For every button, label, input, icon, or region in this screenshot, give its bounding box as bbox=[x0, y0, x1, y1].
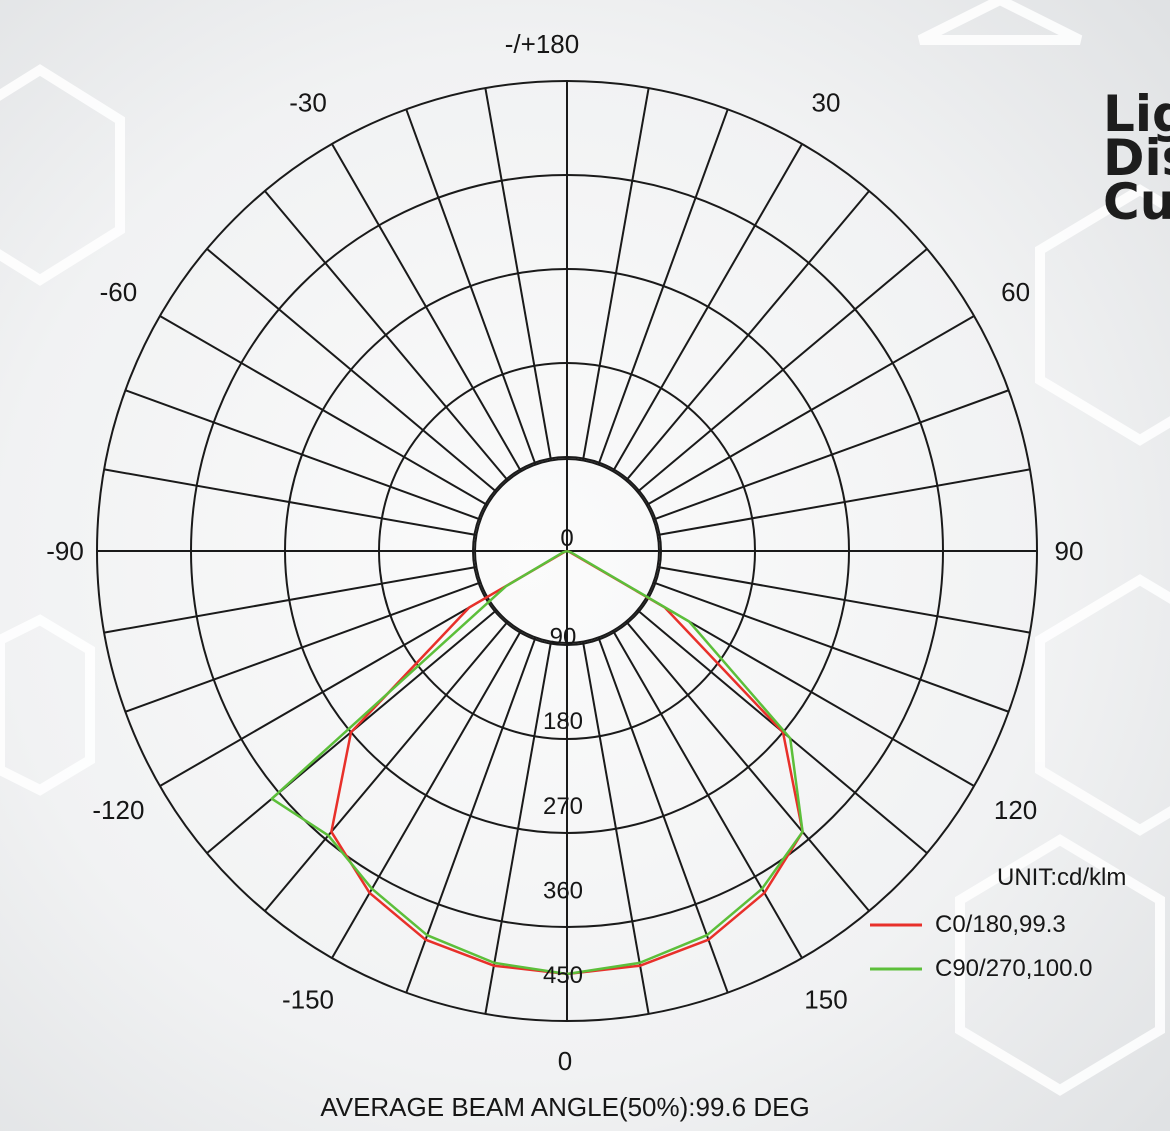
legend-label-c0: C0/180,99.3 bbox=[935, 911, 1066, 938]
grid-spoke bbox=[159, 596, 488, 787]
bottom-angle-label: 0 bbox=[558, 1046, 572, 1076]
angle-label: 90 bbox=[1055, 536, 1084, 566]
grid-spoke bbox=[581, 641, 650, 1015]
angle-label: 150 bbox=[804, 985, 847, 1015]
grid-spoke bbox=[646, 596, 975, 787]
radial-label: 90 bbox=[550, 624, 577, 651]
legend: C0/180,99.3 C90/270,100.0 bbox=[870, 911, 1092, 982]
grid-spoke bbox=[103, 468, 477, 537]
radial-label: 450 bbox=[543, 962, 583, 989]
heading-line-1: Lig bbox=[1103, 85, 1170, 143]
grid-spoke bbox=[597, 637, 729, 993]
grid-spoke bbox=[103, 565, 477, 634]
grid-spoke bbox=[125, 389, 481, 521]
grid-spoke bbox=[625, 190, 870, 482]
curve-c90-270 bbox=[270, 549, 804, 976]
grid-spoke bbox=[264, 620, 509, 912]
grid-inner-ring bbox=[474, 458, 660, 644]
grid-spoke bbox=[612, 630, 803, 959]
angle-label: 120 bbox=[994, 795, 1037, 825]
grid-spoke bbox=[653, 581, 1009, 713]
angle-label: -90 bbox=[46, 536, 84, 566]
chart-labels: -/+180 0 0 AVERAGE BEAM ANGLE(50%):99.6 … bbox=[46, 29, 1126, 1122]
radial-label: 180 bbox=[543, 708, 583, 735]
grid-spoke bbox=[612, 143, 803, 472]
center-label: 0 bbox=[560, 525, 573, 552]
grid-spoke bbox=[625, 620, 870, 912]
grid-spoke bbox=[597, 109, 729, 465]
unit-label: UNIT:cd/klm bbox=[997, 864, 1126, 891]
radial-label: 360 bbox=[543, 877, 583, 904]
grid-spoke bbox=[484, 87, 553, 461]
angle-label: -60 bbox=[100, 277, 138, 307]
curves bbox=[270, 549, 804, 976]
radial-label: 270 bbox=[543, 793, 583, 820]
angle-label: -120 bbox=[92, 795, 144, 825]
grid-spoke bbox=[657, 565, 1031, 634]
grid-spoke bbox=[636, 248, 928, 493]
angle-label: 60 bbox=[1001, 277, 1030, 307]
grid-spoke bbox=[581, 87, 650, 461]
grid-spoke bbox=[484, 641, 553, 1015]
angle-label: -30 bbox=[289, 87, 327, 117]
top-angle-label: -/+180 bbox=[505, 29, 579, 59]
chart-footer: AVERAGE BEAM ANGLE(50%):99.6 DEG bbox=[320, 1092, 809, 1122]
section-heading: Lig Dis Cu bbox=[1103, 85, 1170, 231]
heading-line-3: Cu bbox=[1103, 173, 1170, 231]
grid-spoke bbox=[646, 315, 975, 506]
grid-spoke bbox=[331, 143, 522, 472]
grid-spoke bbox=[264, 190, 509, 482]
heading-line-2: Dis bbox=[1103, 129, 1170, 187]
grid-spoke bbox=[125, 581, 481, 713]
grid-spoke bbox=[206, 248, 498, 493]
angle-label: 30 bbox=[812, 87, 841, 117]
angle-label: -150 bbox=[282, 985, 334, 1015]
grid-spoke bbox=[405, 637, 537, 993]
grid-spoke bbox=[405, 109, 537, 465]
grid-spoke bbox=[657, 468, 1031, 537]
legend-label-c90: C90/270,100.0 bbox=[935, 955, 1092, 982]
polar-grid bbox=[96, 80, 1038, 1022]
grid-spoke bbox=[159, 315, 488, 506]
grid-spoke bbox=[653, 389, 1009, 521]
grid-spoke bbox=[331, 630, 522, 959]
